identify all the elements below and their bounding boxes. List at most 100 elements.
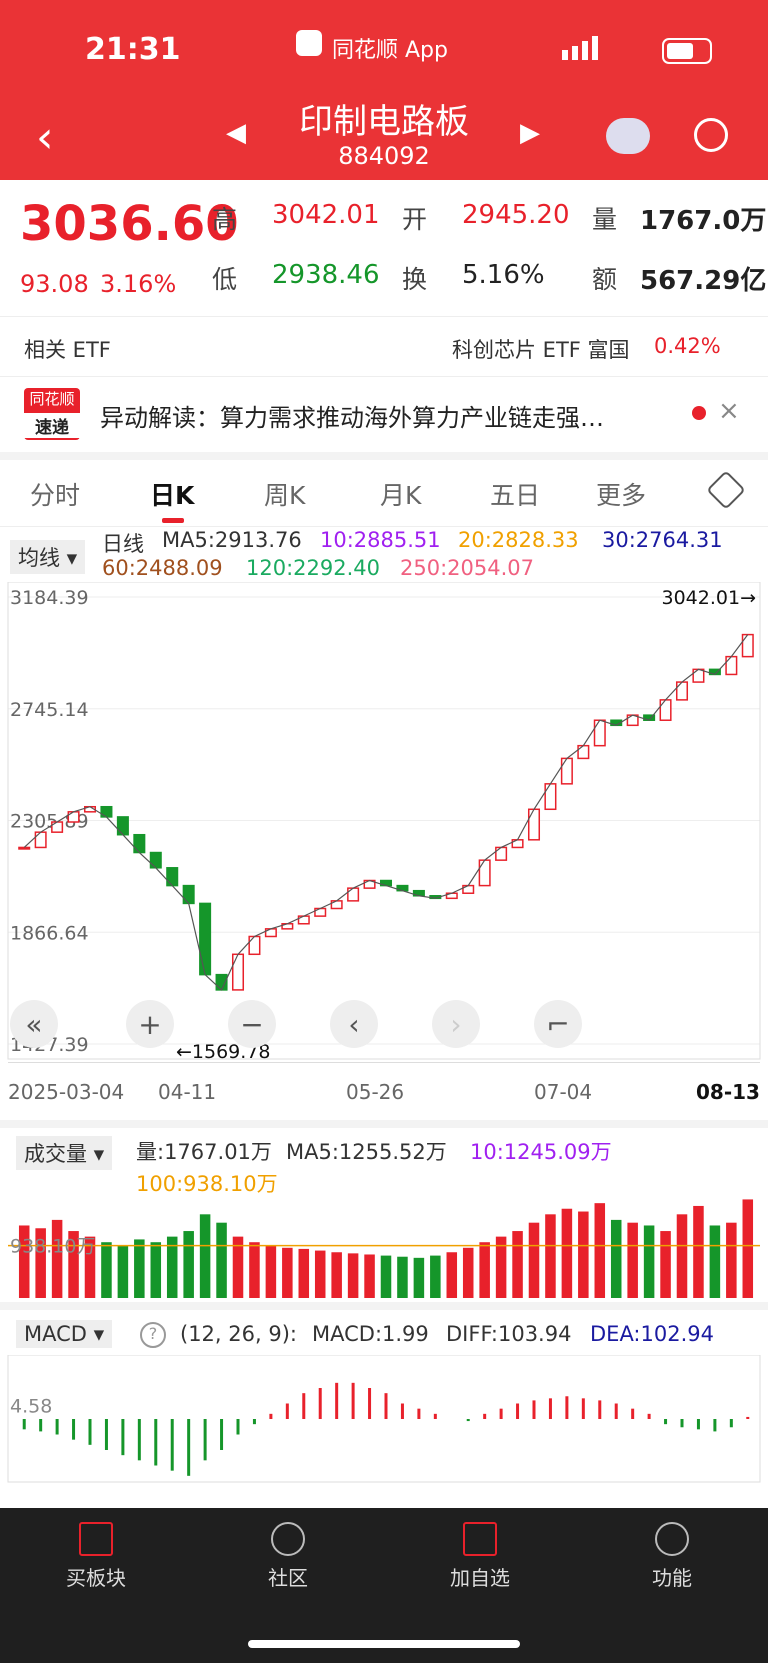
macd-label: MACD:1.99 — [312, 1322, 429, 1346]
indicator: 成交量 — [24, 1142, 87, 1166]
nav-icon[interactable] — [655, 1522, 689, 1556]
change: 93.08 — [20, 270, 89, 298]
macd-bar — [696, 1419, 700, 1430]
volume-bar — [627, 1222, 638, 1298]
chart-button[interactable] — [228, 1000, 276, 1048]
macd-bar — [170, 1419, 174, 1471]
badge-bottom: 速递 — [24, 413, 80, 438]
settings[interactable] — [706, 470, 746, 510]
divider — [0, 376, 768, 377]
stat-label: 额 — [592, 265, 618, 294]
news-text[interactable]: 异动解读：算力需求推动海外算力产业链走强… — [100, 404, 604, 432]
vol-indicator[interactable]: 成交量 ▾ — [16, 1136, 113, 1170]
change-pct: 3.16% — [100, 270, 177, 298]
volume-bar — [183, 1231, 194, 1298]
tab[interactable]: 周K — [264, 481, 306, 510]
ma-label: 20:2828.33 — [458, 528, 579, 552]
candle — [18, 846, 31, 850]
macd-indicator[interactable]: MACD ▾ — [16, 1320, 113, 1348]
macd-bar — [664, 1419, 668, 1425]
macd-bar — [137, 1419, 141, 1461]
macd-bar — [220, 1419, 224, 1450]
ma-label: 10:2885.51 — [320, 528, 441, 552]
macd-bar — [565, 1396, 569, 1419]
ma-indicator[interactable]: 均线 ▾ — [10, 540, 86, 574]
stat-label: 开 — [402, 205, 428, 234]
chart-button[interactable] — [432, 1000, 480, 1048]
macd-bar — [647, 1413, 651, 1419]
app-icon — [296, 30, 322, 56]
macd-bar — [713, 1419, 717, 1432]
nav-label[interactable]: 加自选 — [450, 1566, 510, 1590]
macd-bar — [631, 1408, 635, 1419]
y-tick-label: 4.58 — [10, 1395, 52, 1417]
period: 日线 — [102, 532, 144, 556]
chart-button[interactable] — [534, 1000, 582, 1048]
volume-bar — [462, 1247, 474, 1298]
candle — [116, 816, 129, 836]
nav-label[interactable]: 买板块 — [66, 1566, 126, 1590]
volume-bar — [413, 1257, 425, 1298]
candle — [560, 757, 573, 785]
tab[interactable]: 五日 — [490, 481, 541, 510]
candle — [166, 867, 179, 887]
search-button[interactable] — [694, 118, 728, 152]
gap — [0, 452, 768, 460]
candle — [100, 805, 113, 818]
tab[interactable]: 日K — [150, 481, 195, 510]
chart-button[interactable] — [10, 1000, 58, 1048]
candle — [675, 681, 689, 701]
volume-bar — [314, 1250, 326, 1298]
candle — [725, 655, 738, 676]
next-button[interactable]: ▶ — [520, 118, 540, 148]
volume-bar — [331, 1252, 342, 1298]
macd-bar — [384, 1393, 388, 1419]
etf-pct[interactable]: 0.42% — [654, 334, 721, 358]
volume-bar — [495, 1236, 507, 1298]
macd-label: DIFF:103.94 — [446, 1322, 572, 1346]
help[interactable]: ? — [140, 1322, 166, 1348]
prev-button[interactable]: ◀ — [226, 118, 246, 148]
candle — [544, 783, 557, 811]
volume-bar — [512, 1231, 523, 1298]
tab[interactable]: 月K — [380, 481, 422, 510]
candle — [67, 811, 80, 823]
y-tick-label: 938.10万 — [10, 1236, 95, 1258]
volume-bar — [364, 1254, 375, 1298]
gap — [0, 1302, 768, 1310]
close-news[interactable]: × — [718, 396, 740, 426]
macd-bar — [269, 1413, 273, 1419]
candle — [231, 953, 245, 991]
volume-bar — [545, 1214, 556, 1298]
volume-bar — [709, 1225, 721, 1298]
tab[interactable]: 分时 — [30, 481, 81, 510]
nav-label[interactable]: 社区 — [268, 1566, 308, 1590]
back-button[interactable]: ‹ — [36, 112, 54, 163]
nav-icon[interactable] — [271, 1522, 305, 1556]
volume-bar — [578, 1211, 589, 1298]
nav-icon[interactable] — [463, 1522, 497, 1556]
macd-bar — [483, 1413, 487, 1419]
tab[interactable]: 更多 — [596, 481, 647, 510]
y-tick-label: 3184.39 — [10, 587, 89, 609]
nav-icon[interactable] — [79, 1522, 113, 1556]
price: 3036.60 — [20, 196, 239, 252]
chart-button[interactable] — [330, 1000, 378, 1048]
volume-bar — [51, 1219, 63, 1298]
vol-label: MA5:1255.52万 — [286, 1140, 447, 1164]
macd-bar — [302, 1393, 306, 1419]
volume-bar — [117, 1245, 129, 1298]
axis — [8, 1062, 760, 1063]
robot-button[interactable] — [606, 118, 650, 154]
stat-label: 量 — [592, 205, 618, 234]
nav-label[interactable]: 功能 — [652, 1566, 692, 1590]
volume-bar — [84, 1236, 96, 1298]
chart-button[interactable] — [126, 1000, 174, 1048]
macd-bar — [516, 1403, 520, 1419]
macd-bar — [466, 1419, 470, 1422]
ma-label: 250:2054.07 — [400, 556, 534, 580]
volume-bar — [561, 1208, 573, 1298]
macd-bar — [72, 1419, 76, 1440]
vol-label: 100:938.10万 — [136, 1172, 278, 1196]
